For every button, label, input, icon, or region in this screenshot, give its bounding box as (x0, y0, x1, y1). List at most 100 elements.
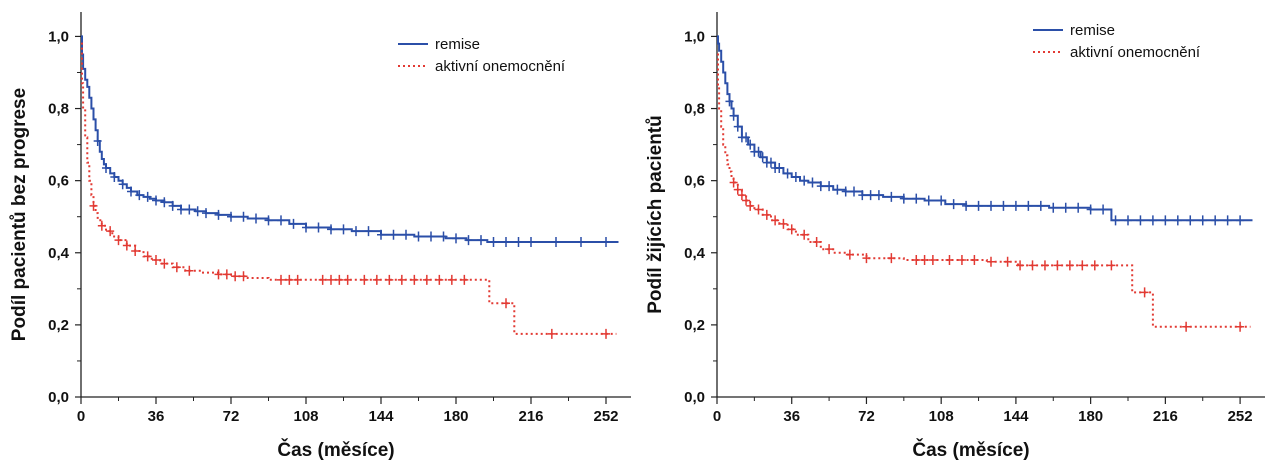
censor-mark (318, 274, 327, 285)
censor-mark (974, 200, 983, 211)
censor-mark (808, 177, 817, 188)
censor-mark (862, 253, 871, 264)
censor-mark (222, 269, 231, 280)
censor-mark (949, 199, 958, 210)
censor-mark (143, 191, 152, 202)
x-axis-title: Čas (měsíce) (277, 439, 394, 461)
censor-mark (887, 253, 896, 264)
censor-mark (858, 190, 867, 201)
x-tick-label: 252 (1228, 408, 1253, 425)
censor-mark (1086, 204, 1095, 215)
censor-mark (1186, 215, 1195, 226)
x-tick-label: 72 (223, 408, 240, 425)
censor-mark (733, 121, 742, 132)
censor-mark (602, 328, 610, 339)
censor-mark (410, 274, 419, 285)
x-tick-label: 144 (368, 408, 394, 425)
censor-mark (742, 132, 751, 143)
legend-label: aktivní onemocnění (435, 58, 566, 75)
censor-mark (920, 254, 929, 265)
censor-mark (277, 215, 285, 226)
censor-mark (193, 206, 202, 217)
x-tick-label: 108 (293, 408, 318, 425)
censor-mark (185, 204, 194, 215)
censor-mark (414, 231, 423, 242)
censor-mark (352, 226, 360, 237)
censor-mark (1173, 215, 1182, 226)
censor-mark (160, 258, 169, 269)
censor-mark (912, 193, 921, 204)
censor-mark (924, 195, 933, 206)
censor-mark (314, 222, 323, 233)
censor-mark (185, 265, 194, 276)
censor-mark (775, 163, 784, 174)
x-axis-title: Čas (měsíce) (912, 439, 1029, 461)
chart-panel-survival: 0 36 72 108 144 180 216 252 0,0 0,2 0,4 0,6 0,8 1,0 Ča… (645, 12, 1265, 461)
censor-mark (464, 235, 473, 246)
x-tick-label: 108 (929, 408, 954, 425)
x-tick-label: 72 (858, 408, 875, 425)
censor-mark (887, 191, 896, 202)
censor-mark (1148, 215, 1157, 226)
censor-mark (1011, 200, 1020, 211)
y-axis-title: Podíl pacientů bez progrese (9, 88, 30, 341)
censor-mark (1211, 215, 1220, 226)
censor-mark (602, 236, 610, 247)
censor-mark (962, 200, 971, 211)
censor-mark (277, 274, 285, 285)
chart-panel-progression-free: 0 36 72 108 144 180 216 252 0,0 0,2 0,4 0,6 0,8 1,0 Ča… (9, 12, 631, 461)
censor-mark (833, 184, 842, 195)
censor-mark (1049, 202, 1058, 213)
censor-mark (1016, 260, 1025, 271)
censor-mark (970, 254, 979, 265)
censor-mark (725, 96, 734, 107)
censor-mark (816, 181, 825, 192)
censor-mark (1065, 260, 1074, 271)
censor-mark (427, 231, 435, 242)
censor-mark (360, 274, 369, 285)
censor-mark (845, 249, 854, 260)
y-tick-label: 1,0 (48, 28, 69, 45)
series-line-remise (717, 35, 1253, 222)
censor-mark (1124, 215, 1132, 226)
y-tick-label: 0,6 (48, 173, 69, 190)
y-tick-label: 0,0 (684, 389, 705, 406)
censor-mark (439, 231, 448, 242)
censor-mark (502, 236, 510, 247)
censor-mark (460, 274, 469, 285)
censor-mark (385, 274, 394, 285)
censor-mark (327, 224, 335, 235)
censor-mark (172, 262, 181, 273)
censor-mark (746, 200, 755, 211)
y-tick-label: 0,4 (684, 245, 706, 262)
y-tick-label: 1,0 (684, 28, 705, 45)
censor-mark (771, 215, 780, 226)
legend-label: remise (435, 36, 480, 53)
censor-mark (1107, 260, 1116, 271)
censor-mark (800, 175, 809, 186)
censor-mark (447, 274, 456, 285)
censor-mark (746, 139, 755, 150)
censor-mark (791, 172, 800, 183)
censor-mark (214, 209, 223, 220)
censor-mark (945, 254, 954, 265)
censor-mark (1028, 260, 1037, 271)
censor-mark (1136, 215, 1145, 226)
censor-mark (168, 200, 177, 211)
y-tick-label: 0,8 (48, 101, 69, 118)
censor-mark (912, 254, 921, 265)
censor-mark (152, 254, 160, 265)
censor-mark (264, 215, 273, 226)
censor-mark (1111, 215, 1120, 226)
censor-mark (1074, 202, 1083, 213)
censor-mark (1040, 260, 1049, 271)
censor-mark (733, 184, 742, 195)
censor-mark (118, 179, 127, 190)
x-tick-label: 36 (783, 408, 800, 425)
censor-mark (143, 251, 152, 262)
censor-mark (937, 195, 946, 206)
censor-mark (343, 274, 352, 285)
censor-mark (800, 229, 809, 240)
x-tick-label: 252 (593, 408, 618, 425)
legend-label: remise (1070, 22, 1115, 39)
